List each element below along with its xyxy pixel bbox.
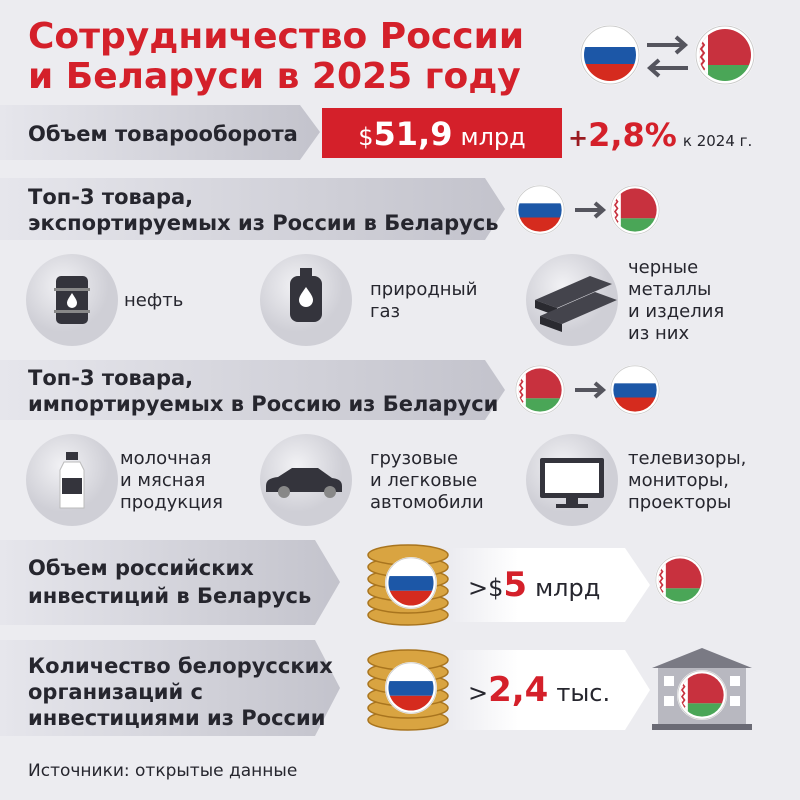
- flag-russia: [610, 365, 660, 415]
- section-title: Топ-3 товара,: [28, 185, 193, 209]
- organizations-label: Количество белорусских: [28, 654, 333, 678]
- item-text: молочная: [120, 448, 211, 469]
- banner: [0, 105, 320, 160]
- value-arrow: [430, 548, 650, 622]
- flag-russia: [580, 25, 640, 85]
- investment-label: инвестиций в Беларусь: [28, 584, 311, 608]
- icon-barrel: [54, 276, 90, 324]
- item-text: нефть: [124, 290, 183, 311]
- flag-russia: [385, 557, 437, 609]
- item-text: газ: [370, 301, 400, 322]
- flag-russia: [515, 185, 565, 235]
- arrow: [575, 381, 607, 399]
- flag-belarus: [610, 185, 660, 235]
- flag-belarus: [515, 365, 565, 415]
- banner: [0, 178, 505, 240]
- item-text: черные: [628, 257, 698, 278]
- investment-label: Объем российских: [28, 556, 254, 580]
- section-title: экспортируемых из России в Беларусь: [28, 211, 499, 235]
- item-text: телевизоры,: [628, 448, 746, 469]
- organizations-value: >2,4 тыс.: [468, 670, 610, 710]
- banner: [0, 540, 340, 625]
- item-text: автомобили: [370, 492, 484, 513]
- organizations-label: инвестициями из России: [28, 706, 325, 730]
- exchange-arrows: [646, 35, 689, 78]
- item-text: металлы: [628, 279, 711, 300]
- icon-monitor: [540, 458, 604, 508]
- trade-value: $51,9 млрд: [358, 115, 526, 153]
- item-text: мониторы,: [628, 470, 729, 491]
- item-text: из них: [628, 323, 689, 344]
- value-arrow: [430, 650, 650, 730]
- item-text: природный: [370, 279, 477, 300]
- arrow: [575, 201, 607, 219]
- trade-box: [322, 108, 562, 158]
- icon-milk: [59, 452, 85, 509]
- title: и Беларуси в 2025 году: [28, 56, 521, 97]
- flag-belarus: [655, 555, 705, 605]
- organizations-label: организаций с: [28, 680, 203, 704]
- trade-label: Объем товарооборота: [28, 122, 298, 146]
- flag-belarus: [677, 670, 727, 720]
- item-text: и легковые: [370, 470, 477, 491]
- section-title: Топ-3 товара,: [28, 366, 193, 390]
- investment-value: >$5 млрд: [468, 565, 600, 605]
- icon-car: [266, 468, 342, 498]
- icon-gas-cylinder: [290, 268, 322, 322]
- item-text: продукция: [120, 492, 223, 513]
- trade-growth: +2,8% к 2024 г.: [568, 116, 752, 154]
- item-text: и мясная: [120, 470, 205, 491]
- icon-metal-beams: [535, 276, 617, 332]
- flag-belarus: [695, 25, 755, 85]
- source: Источники: открытые данные: [28, 761, 297, 781]
- flag-russia: [385, 662, 437, 714]
- title: Сотрудничество России: [28, 16, 524, 57]
- banner: [0, 360, 505, 420]
- section-title: импортируемых в Россию из Беларуси: [28, 392, 498, 416]
- item-text: проекторы: [628, 492, 731, 513]
- banner: [0, 640, 340, 736]
- item-text: грузовые: [370, 448, 458, 469]
- item-text: и изделия: [628, 301, 724, 322]
